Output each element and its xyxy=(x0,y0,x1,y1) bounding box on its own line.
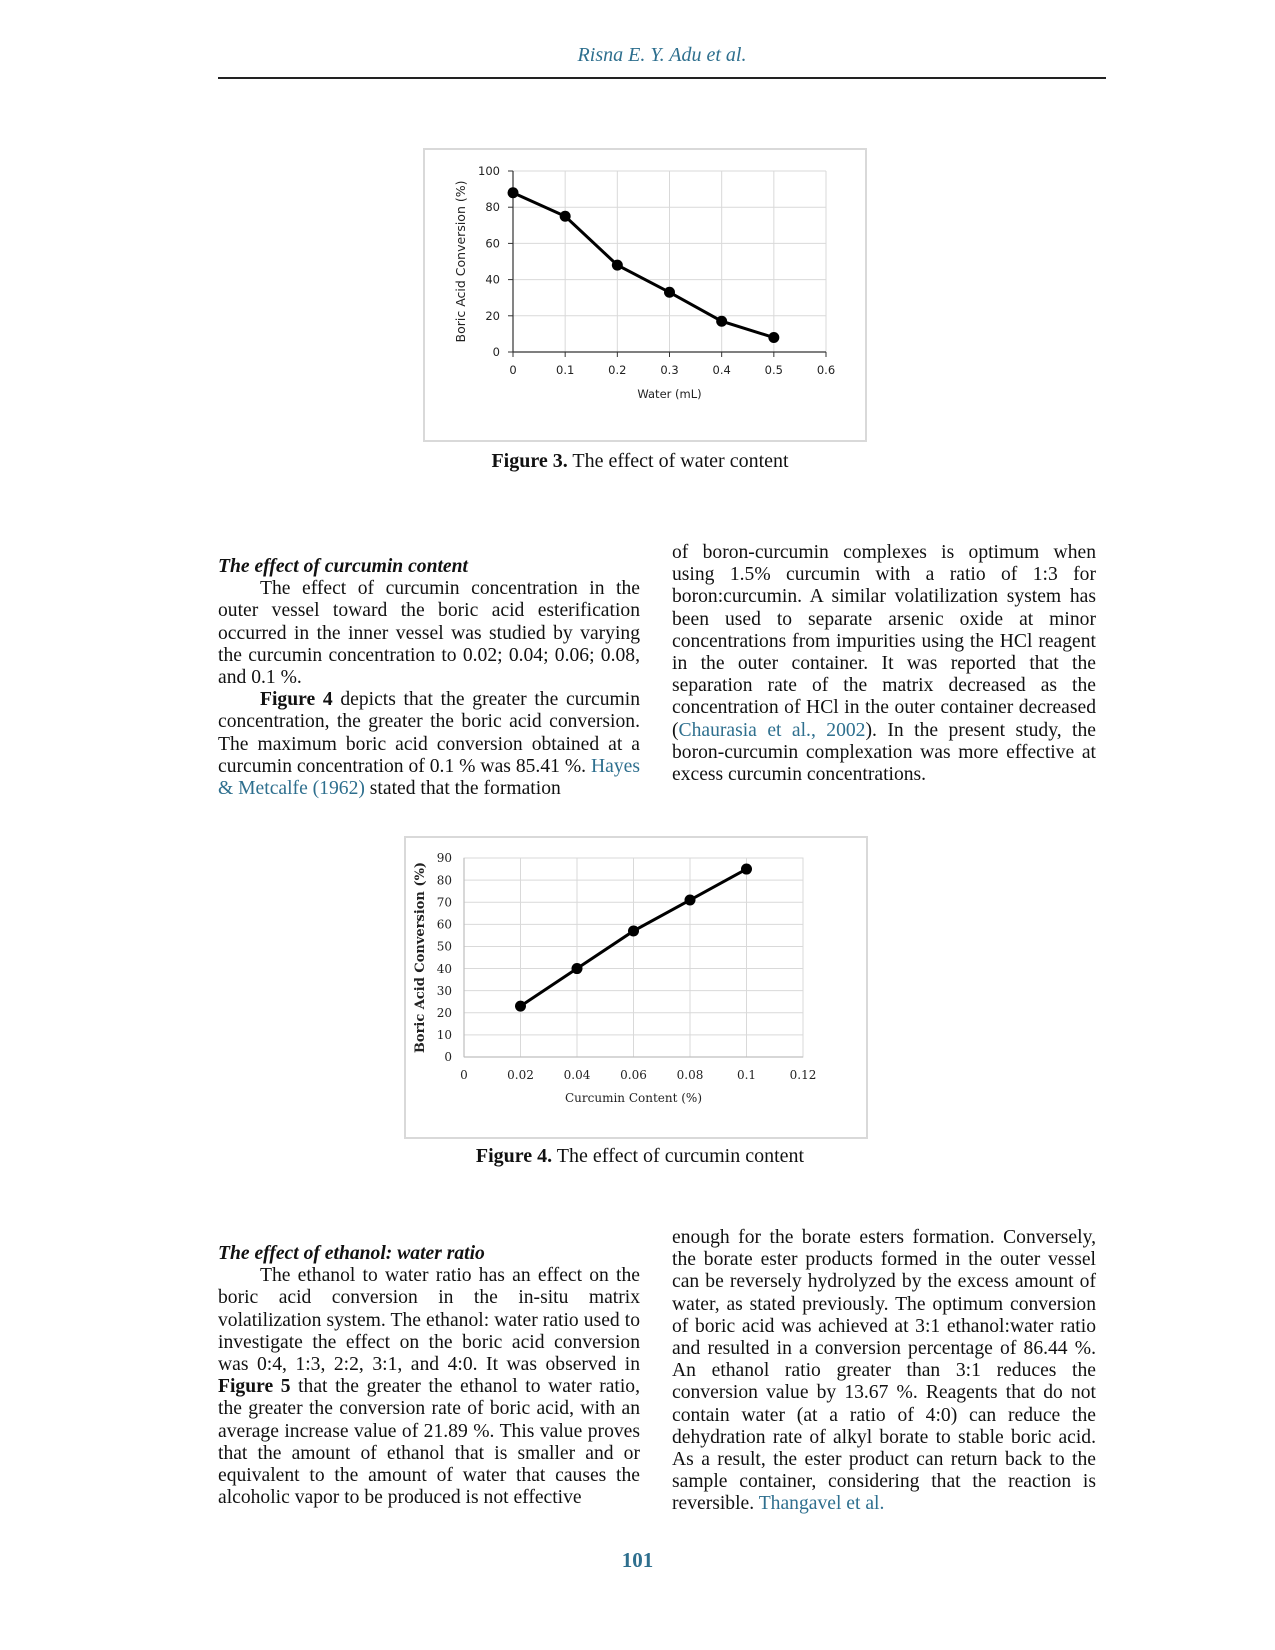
data-point xyxy=(716,315,728,327)
x-tick-label: 0 xyxy=(509,363,516,377)
x-tick-label: 0.04 xyxy=(564,1068,591,1082)
y-tick-label: 30 xyxy=(437,984,452,998)
section2-text-b: that the greater the ethanol to water ra… xyxy=(218,1376,640,1509)
x-tick-label: 0.6 xyxy=(817,363,835,377)
figure-3-caption: Figure 3. The effect of water content xyxy=(290,450,990,473)
chaurasia-link[interactable]: Chaurasia et al., 2002 xyxy=(678,719,866,741)
section1-paragraph-2-end: stated that the formation xyxy=(364,778,561,800)
y-tick-label: 80 xyxy=(485,200,500,214)
section2-right-column: enough for the borate esters formation. … xyxy=(672,1227,1096,1516)
figure-4: 0 0.02 0.04 0.06 0.08 0.1 0.12 0 10 20 30 40 50 60 70 8… xyxy=(404,836,868,1139)
section1-right-text-1: of boron-curcumin complexes is optimum w… xyxy=(672,542,1096,741)
y-tick-label: 80 xyxy=(437,873,452,887)
y-tick-label: 50 xyxy=(437,940,452,954)
section1-right-column: of boron-curcumin complexes is optimum w… xyxy=(672,542,1096,786)
section-title-ethanol: The effect of ethanol: water ratio xyxy=(218,1243,485,1264)
x-tick-label: 0.12 xyxy=(790,1068,817,1082)
y-tick-label: 90 xyxy=(437,851,452,865)
x-tick-label: 0 xyxy=(460,1068,468,1082)
y-tick-label: 70 xyxy=(437,895,452,909)
data-point xyxy=(741,863,752,875)
x-tick-label: 0.5 xyxy=(765,363,783,377)
y-tick-label: 0 xyxy=(444,1050,452,1064)
y-tick-label: 60 xyxy=(485,236,500,250)
thangavel-link[interactable]: Thangavel et al. xyxy=(758,1493,885,1515)
section1-paragraph-2: Figure 4 depicts that the greater the cu… xyxy=(218,689,640,800)
section1-right-text-2: ). In the present study, the boron-curcu… xyxy=(672,719,1096,786)
data-point xyxy=(768,332,780,344)
section2-paragraph: The ethanol to water ratio has an effect… xyxy=(218,1265,640,1509)
figure-3-caption-label: Figure 3. xyxy=(491,450,568,472)
y-tick-label: 20 xyxy=(485,309,500,323)
y-axis-title: Boric Acid Conversion (%) xyxy=(453,181,468,343)
y-tick-label: 20 xyxy=(437,1006,452,1020)
x-tick-label: 0.02 xyxy=(507,1068,534,1082)
data-point xyxy=(628,925,639,937)
x-axis-title: Curcumin Content (%) xyxy=(565,1091,702,1105)
x-tick-label: 0.06 xyxy=(620,1068,647,1082)
section1-right-paragraph: of boron-curcumin complexes is optimum w… xyxy=(672,542,1096,786)
y-tick-label: 40 xyxy=(485,273,500,287)
figure-3: 0 0.1 0.2 0.3 0.4 0.5 0.6 0 20 40 60 80 100 Water (mL… xyxy=(423,148,867,442)
data-point xyxy=(559,210,571,222)
y-axis-title: Boric Acid Conversion (%) xyxy=(413,862,428,1053)
y-tick-label: 10 xyxy=(437,1028,452,1042)
hayes-metcalfe-link[interactable]: Hayes & Metcalfe (1962) xyxy=(218,755,640,800)
header-rule xyxy=(218,77,1106,79)
page-number: 101 xyxy=(621,1548,654,1572)
section2-right-text: enough for the borate esters formation. … xyxy=(672,1227,1096,1515)
y-tick-label: 100 xyxy=(478,164,500,178)
data-point xyxy=(611,259,623,271)
y-tick-label: 60 xyxy=(437,918,452,932)
data-point xyxy=(507,187,519,199)
series-line xyxy=(512,191,775,339)
data-point xyxy=(684,894,696,906)
figure-4-caption-label: Figure 4. xyxy=(475,1145,553,1167)
section2-left-column: The effect of ethanol: water ratio The e… xyxy=(218,1243,640,1509)
data-point xyxy=(664,286,675,298)
figure-4-reference[interactable]: Figure 4 xyxy=(260,689,333,711)
section-title-curcumin: The effect of curcumin content xyxy=(218,556,468,577)
section2-text-a: The ethanol to water ratio has an effect… xyxy=(218,1265,640,1376)
data-point xyxy=(515,1000,526,1012)
x-tick-label: 0.1 xyxy=(556,363,574,377)
x-tick-label: 0.3 xyxy=(660,363,678,377)
y-tick-label: 0 xyxy=(493,345,500,359)
figure-3-caption-text: The effect of water content xyxy=(567,450,789,472)
section2-right-paragraph: enough for the borate esters formation. … xyxy=(672,1227,1096,1516)
running-head: Risna E. Y. Adu et al. xyxy=(577,44,747,66)
y-tick-label: 40 xyxy=(437,962,452,976)
figure-5-reference[interactable]: Figure 5 xyxy=(218,1376,291,1398)
x-tick-label: 0.1 xyxy=(737,1068,756,1082)
section1-paragraph-2-text: depicts that the greater the curcumin co… xyxy=(218,689,640,777)
data-point xyxy=(571,963,583,975)
figure-4-chart: 0 0.02 0.04 0.06 0.08 0.1 0.12 0 10 20 30 40 50 60 70 8… xyxy=(413,851,817,1105)
x-tick-label: 0.2 xyxy=(608,363,626,377)
figure-4-caption: Figure 4. The effect of curcumin content xyxy=(290,1145,990,1168)
x-axis-title: Water (mL) xyxy=(637,387,701,401)
section1-paragraph-1: The effect of curcumin concentration in … xyxy=(218,578,640,689)
x-tick-label: 0.08 xyxy=(677,1068,704,1082)
x-tick-label: 0.4 xyxy=(713,363,731,377)
figure-4-caption-text: The effect of curcumin content xyxy=(552,1145,805,1167)
figure-3-chart: 0 0.1 0.2 0.3 0.4 0.5 0.6 0 20 40 60 80 100 Water (mL… xyxy=(453,164,835,401)
section1-left-column: The effect of curcumin content The effec… xyxy=(218,556,640,800)
